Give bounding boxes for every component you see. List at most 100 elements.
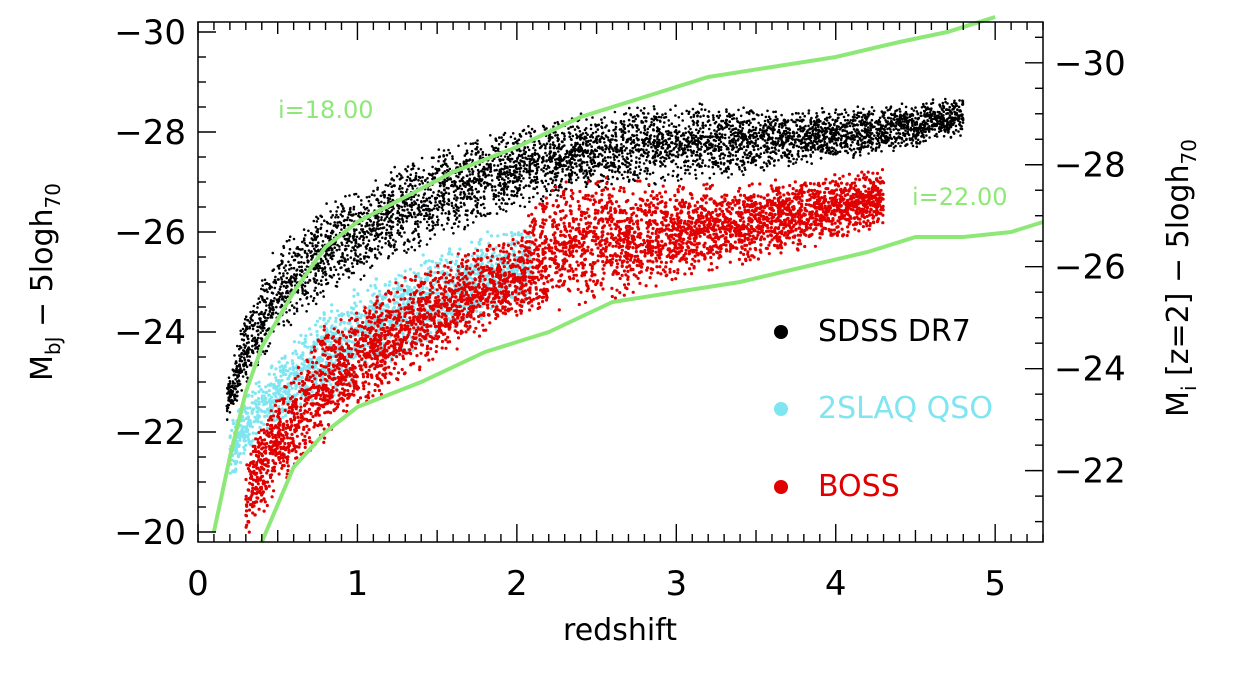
data-point [447, 192, 451, 195]
data-point [832, 147, 836, 150]
data-point [843, 145, 846, 149]
data-point [892, 117, 895, 121]
data-point [502, 191, 506, 195]
data-point [243, 317, 247, 321]
data-point [492, 197, 496, 201]
data-point [249, 361, 253, 365]
data-point [499, 207, 502, 211]
data-point [800, 158, 803, 161]
data-point [561, 145, 565, 148]
data-point [354, 252, 357, 255]
data-point [341, 204, 344, 208]
data-point [747, 131, 750, 134]
data-point [497, 191, 501, 195]
data-point [719, 157, 722, 161]
data-point [227, 376, 231, 380]
data-point [368, 223, 371, 227]
data-point [824, 122, 827, 126]
data-point [533, 175, 536, 179]
data-point [517, 161, 521, 165]
data-point [519, 179, 523, 183]
data-point [426, 204, 430, 208]
data-point [844, 149, 847, 153]
data-point [581, 161, 584, 164]
data-point [243, 330, 246, 334]
data-point [440, 191, 443, 194]
data-point [429, 188, 432, 191]
data-point [751, 117, 755, 121]
data-point [636, 173, 639, 177]
data-point [226, 387, 230, 391]
data-point [622, 125, 626, 129]
data-point [483, 166, 486, 170]
data-point [629, 113, 633, 117]
data-point [436, 203, 439, 207]
data-point [766, 109, 769, 113]
data-point [330, 251, 333, 255]
data-point [637, 165, 641, 168]
data-point [661, 143, 665, 147]
data-point [373, 247, 377, 250]
data-point [389, 219, 393, 223]
data-point [316, 262, 320, 266]
data-point [286, 291, 290, 295]
data-point [854, 130, 857, 133]
data-point [569, 178, 573, 181]
data-point [633, 115, 636, 118]
data-point [600, 163, 604, 166]
data-point [878, 116, 882, 120]
data-point [842, 134, 846, 138]
data-point [382, 226, 386, 229]
data-point [336, 221, 339, 224]
data-point [723, 136, 727, 140]
data-point [413, 248, 417, 252]
data-point [334, 225, 338, 228]
data-point [777, 158, 780, 162]
data-point [486, 168, 489, 171]
data-point [684, 151, 687, 155]
data-point [380, 200, 383, 204]
data-point [709, 151, 713, 155]
data-point [307, 302, 310, 306]
data-point [679, 166, 683, 170]
data-point [877, 145, 881, 149]
data-point [942, 118, 946, 121]
data-point [529, 163, 532, 166]
data-point [560, 177, 564, 181]
data-point [942, 125, 946, 129]
data-point [708, 136, 712, 139]
data-point [933, 116, 937, 120]
data-point [556, 171, 560, 175]
data-point [631, 146, 634, 150]
data-point [260, 322, 264, 326]
data-point [528, 173, 532, 176]
data-point [409, 173, 413, 176]
data-point [711, 165, 714, 169]
data-point [821, 150, 824, 153]
data-point [233, 354, 236, 357]
data-point [687, 159, 690, 163]
data-point [829, 115, 832, 118]
data-point [459, 191, 463, 194]
data-point [312, 296, 316, 300]
data-point [303, 293, 306, 297]
data-point [411, 164, 415, 167]
data-point [261, 296, 264, 300]
data-point [870, 137, 873, 140]
data-point [500, 140, 503, 144]
data-point [573, 171, 577, 175]
data-point [354, 244, 357, 247]
data-point [300, 255, 303, 259]
data-point [622, 120, 626, 123]
data-point [886, 109, 890, 112]
data-point [358, 231, 362, 234]
data-point [507, 177, 510, 180]
data-point [768, 137, 771, 141]
data-point [703, 149, 707, 153]
data-point [378, 251, 381, 254]
data-point [333, 246, 337, 249]
data-point [311, 242, 314, 245]
data-point [807, 124, 810, 128]
data-point [898, 119, 902, 122]
data-point [716, 125, 720, 129]
